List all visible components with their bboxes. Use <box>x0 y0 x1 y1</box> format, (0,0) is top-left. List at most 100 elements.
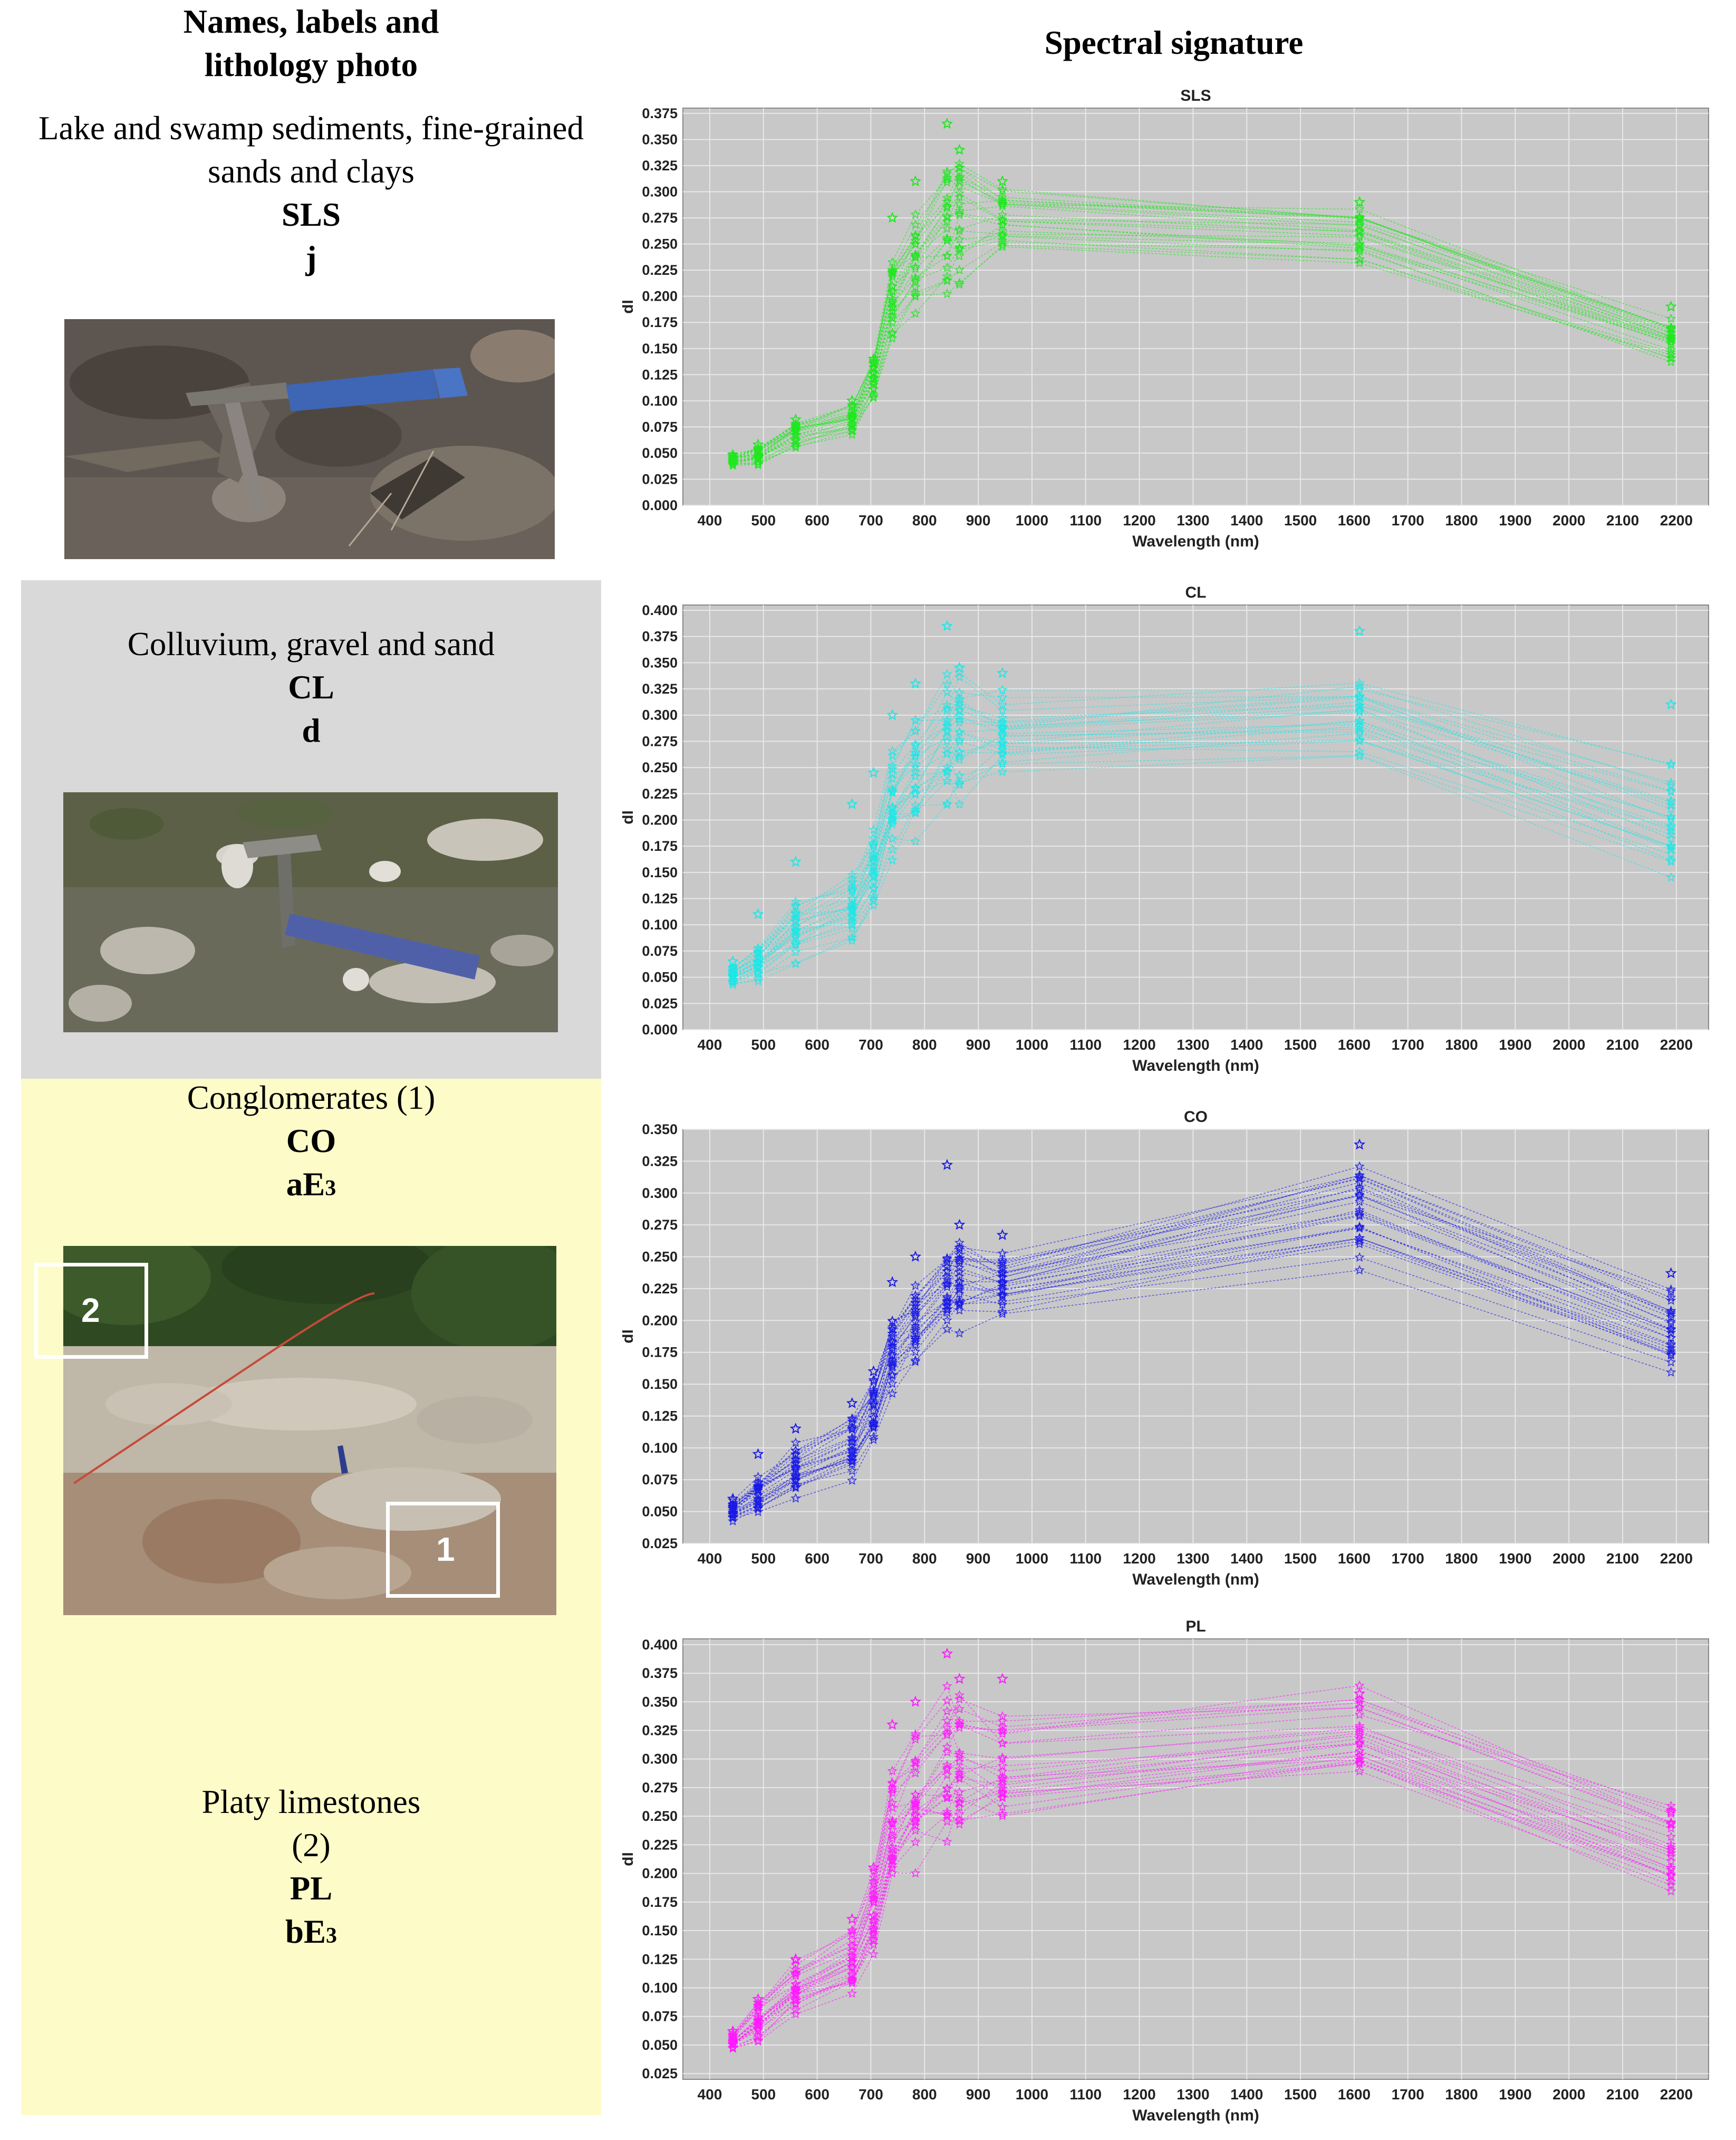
sls-data-point <box>887 293 898 304</box>
cl-data-point <box>753 973 764 983</box>
pl-spectrum-line <box>732 1720 1671 2039</box>
cl-data-point <box>847 935 857 945</box>
co-x-tick-label: 1700 <box>1392 1550 1424 1567</box>
sls-data-point <box>1354 257 1365 268</box>
co-data-point <box>847 1413 857 1423</box>
co-pl-lithology-photo <box>63 1246 556 1615</box>
pl-data-point <box>942 1836 952 1846</box>
sls-max-point <box>941 118 953 129</box>
co-spectrum-line <box>732 1182 1672 1509</box>
photo-marker-2: 2 <box>34 1263 148 1359</box>
cl-spectrum-line <box>732 733 1672 983</box>
co-data-point <box>753 1495 764 1505</box>
sls-spectrum-line <box>732 167 1671 455</box>
cl-data-point <box>1666 760 1676 770</box>
cl-data-point <box>887 750 898 760</box>
pl-spectrum-line <box>732 1699 1671 2038</box>
pl-data-point <box>728 2043 738 2053</box>
pl-data-point <box>1666 1845 1676 1855</box>
pl-data-point <box>868 1896 879 1906</box>
pl-data-point <box>887 1787 898 1797</box>
co-data-point <box>847 1475 857 1485</box>
sls-data-point <box>790 429 801 440</box>
co-spectrum-line <box>732 1227 1671 1513</box>
sls-data-point <box>910 219 921 229</box>
cl-data-point <box>790 937 801 947</box>
unit-pl-code: PL <box>290 1870 333 1907</box>
cl-data-point <box>1666 829 1676 839</box>
co-data-point <box>910 1294 921 1304</box>
co-data-point <box>997 1264 1008 1274</box>
cl-data-point <box>954 799 965 809</box>
cl-data-point <box>954 671 965 682</box>
sls-data-point <box>887 298 898 308</box>
cl-max-point <box>752 908 764 919</box>
pl-y-axis-label: dl <box>622 1852 636 1866</box>
co-data-point <box>954 1284 965 1294</box>
cl-data-point <box>790 930 801 940</box>
cl-data-point <box>1666 872 1676 882</box>
co-data-point <box>954 1297 965 1307</box>
pl-max-point <box>996 1673 1008 1684</box>
cl-max-point <box>1354 625 1366 637</box>
pl-data-point <box>790 2009 801 2019</box>
sls-data-point <box>910 252 921 262</box>
cl-spectrum-line <box>732 710 1671 973</box>
pl-data-point <box>753 1997 764 2008</box>
pl-data-point <box>997 1725 1008 1735</box>
pl-x-tick-label: 1400 <box>1230 2086 1263 2103</box>
sls-max-point <box>846 395 858 406</box>
pl-data-point <box>1666 1842 1676 1852</box>
sls-data-point <box>954 158 965 168</box>
sls-x-tick-label: 2100 <box>1606 512 1639 529</box>
cl-data-point <box>997 747 1008 757</box>
co-max-point <box>953 1218 966 1230</box>
cl-data-point <box>910 836 921 846</box>
pl-spectrum-line <box>732 1762 1672 2049</box>
cl-data-point <box>954 754 965 764</box>
cl-max-point <box>1665 698 1677 710</box>
sls-y-tick-label: 0.000 <box>642 497 678 513</box>
unit-pl-name-1: Platy limestones <box>201 1783 421 1820</box>
co-data-point <box>997 1291 1008 1301</box>
pl-spectrum-line <box>732 1724 1671 2041</box>
sls-x-tick-label: 1600 <box>1338 512 1371 529</box>
pl-data-point <box>1666 1818 1676 1828</box>
sls-data-point <box>910 251 921 261</box>
cl-data-point <box>954 697 965 708</box>
sls-chart-title: SLS <box>1180 87 1211 104</box>
cl-data-point <box>954 717 965 727</box>
pl-data-point <box>1354 1746 1365 1756</box>
co-data-point <box>790 1493 801 1503</box>
sls-data-point <box>790 421 801 431</box>
cl-data-point <box>910 751 921 761</box>
pl-series-group <box>727 1647 1677 2053</box>
co-spectrum-line <box>732 1166 1671 1506</box>
pl-data-point <box>790 1998 801 2008</box>
pl-spectrum-line <box>732 1685 1672 2037</box>
pl-data-point <box>868 1935 879 1946</box>
pl-data-point <box>753 2012 764 2023</box>
co-data-point <box>954 1266 965 1277</box>
pl-data-point <box>728 2039 738 2049</box>
pl-data-point <box>942 1706 952 1716</box>
pl-data-point <box>1354 1680 1365 1690</box>
sls-data-point <box>942 274 952 285</box>
pl-x-tick-label: 1100 <box>1069 2086 1102 2103</box>
cl-data-point <box>753 957 764 967</box>
cl-data-point <box>887 817 898 827</box>
co-data-point <box>1666 1292 1676 1302</box>
pl-data-point <box>910 1756 921 1766</box>
sls-data-point <box>1666 347 1676 357</box>
sls-data-point <box>753 459 764 469</box>
pl-y-tick-label: 0.275 <box>642 1780 678 1796</box>
cl-data-point <box>790 900 801 910</box>
co-data-point <box>1666 1307 1676 1317</box>
co-spectrum-line <box>732 1177 1672 1505</box>
co-spectrum-line <box>732 1195 1671 1507</box>
co-max-point <box>1354 1138 1366 1150</box>
co-data-point <box>790 1474 801 1484</box>
pl-data-point <box>910 1816 921 1826</box>
sls-spectrum-line <box>732 246 1671 466</box>
cl-data-point <box>1666 822 1676 832</box>
